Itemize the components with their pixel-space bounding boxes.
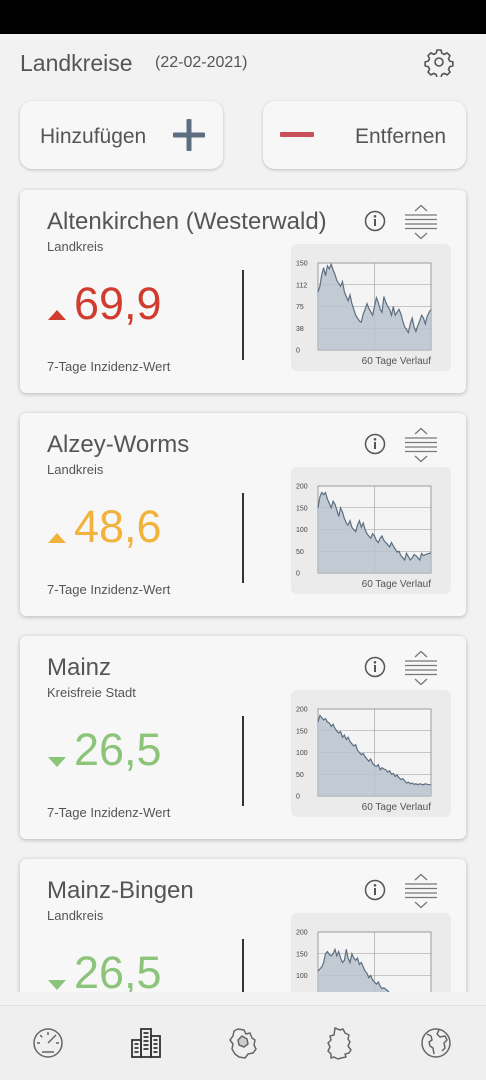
divider bbox=[242, 716, 244, 806]
trend-chart-svg: 150 112 75 38 0 60 Tage Verlauf bbox=[291, 244, 451, 371]
chart-y-tick: 200 bbox=[296, 707, 308, 714]
district-name: Mainz-Bingen bbox=[47, 877, 194, 904]
page-title: Landkreise bbox=[20, 50, 133, 76]
speedometer-icon[interactable] bbox=[31, 1026, 65, 1060]
minus-icon bbox=[280, 132, 314, 137]
state-map-icon[interactable] bbox=[226, 1026, 260, 1060]
chart-series-line bbox=[317, 714, 431, 786]
chart-y-tick: 100 bbox=[296, 750, 308, 757]
chart-caption: 60 Tage Verlauf bbox=[362, 579, 432, 590]
globe-icon[interactable] bbox=[419, 1026, 453, 1060]
divider bbox=[242, 493, 244, 583]
chart-series-line bbox=[317, 262, 432, 335]
chart-y-tick: 100 bbox=[296, 973, 308, 980]
trend-chart[interactable]: 200 150 100 50 0 60 Tage Verlauf bbox=[291, 467, 451, 594]
remove-button[interactable]: Entfernen bbox=[263, 101, 466, 169]
district-name: Altenkirchen (Westerwald) bbox=[47, 208, 327, 235]
add-button-label: Hinzufügen bbox=[40, 125, 147, 148]
trend-chart[interactable]: 150 112 75 38 0 60 Tage Verlauf bbox=[291, 244, 451, 371]
info-icon[interactable] bbox=[364, 879, 386, 901]
district-card[interactable]: Mainz-Bingen Landkreis 26,5 7-Tage Inzid… bbox=[20, 859, 466, 992]
district-card[interactable]: Alzey-Worms Landkreis 48,6 7-Tage Inzide… bbox=[20, 413, 466, 616]
incidence-label: 7-Tage Inzidenz-Wert bbox=[47, 805, 171, 820]
incidence-value: 48,6 bbox=[74, 501, 162, 552]
district-name: Mainz bbox=[47, 654, 112, 681]
chart-series-line bbox=[317, 491, 432, 562]
incidence-value: 26,5 bbox=[74, 724, 162, 775]
chart-y-tick: 50 bbox=[296, 549, 304, 556]
chart-y-tick: 200 bbox=[296, 484, 308, 491]
district-type: Landkreis bbox=[47, 462, 104, 477]
trend-up-icon bbox=[48, 310, 66, 320]
chart-series-line bbox=[317, 947, 390, 992]
trend-chart-svg: 200 150 100 50 0 60 Tage Verlauf bbox=[291, 690, 451, 817]
district-name: Alzey-Worms bbox=[47, 431, 190, 458]
info-icon[interactable] bbox=[364, 433, 386, 455]
district-card[interactable]: Mainz Kreisfreie Stadt 26,5 7-Tage Inzid… bbox=[20, 636, 466, 839]
district-type: Kreisfreie Stadt bbox=[47, 685, 136, 700]
gear-icon[interactable] bbox=[424, 47, 454, 77]
add-button[interactable]: Hinzufügen bbox=[20, 101, 223, 169]
plus-icon bbox=[173, 119, 205, 151]
incidence-value: 26,5 bbox=[74, 947, 162, 992]
reorder-icon[interactable] bbox=[404, 427, 438, 463]
chart-y-tick: 50 bbox=[296, 772, 304, 779]
chart-area bbox=[318, 715, 431, 796]
status-bar bbox=[0, 0, 486, 34]
district-list[interactable]: Altenkirchen (Westerwald) Landkreis 69,9… bbox=[0, 180, 486, 992]
divider bbox=[242, 939, 244, 992]
district-card[interactable]: Altenkirchen (Westerwald) Landkreis 69,9… bbox=[20, 190, 466, 393]
trend-chart-svg: 200 150 100 50 0 60 Tage Verlauf bbox=[291, 467, 451, 594]
reorder-icon[interactable] bbox=[404, 650, 438, 686]
trend-chart[interactable]: 200 150 100 50 0 60 Tage Verlauf bbox=[291, 690, 451, 817]
chart-y-tick: 0 bbox=[296, 794, 300, 801]
reorder-icon[interactable] bbox=[404, 873, 438, 909]
divider bbox=[242, 270, 244, 360]
chart-y-tick: 150 bbox=[296, 951, 308, 958]
chart-y-tick: 200 bbox=[296, 930, 308, 937]
incidence-value: 69,9 bbox=[74, 278, 162, 329]
app-bar: Landkreise (22-02-2021) bbox=[0, 34, 486, 90]
chart-y-tick: 150 bbox=[296, 261, 308, 268]
info-icon[interactable] bbox=[364, 656, 386, 678]
chart-caption: 60 Tage Verlauf bbox=[362, 802, 432, 813]
trend-down-icon bbox=[48, 757, 66, 767]
chart-y-tick: 0 bbox=[296, 571, 300, 578]
district-type: Landkreis bbox=[47, 239, 104, 254]
reorder-icon[interactable] bbox=[404, 204, 438, 240]
chart-y-tick: 75 bbox=[296, 304, 304, 311]
chart-area bbox=[318, 949, 389, 992]
trend-down-icon bbox=[48, 980, 66, 990]
chart-y-tick: 150 bbox=[296, 728, 308, 735]
info-icon[interactable] bbox=[364, 210, 386, 232]
chart-y-tick: 0 bbox=[296, 348, 300, 355]
chart-y-tick: 112 bbox=[296, 282, 307, 289]
germany-map-icon[interactable] bbox=[322, 1026, 356, 1060]
chart-y-tick: 38 bbox=[296, 326, 304, 333]
trend-up-icon bbox=[48, 533, 66, 543]
incidence-label: 7-Tage Inzidenz-Wert bbox=[47, 359, 171, 374]
incidence-label: 7-Tage Inzidenz-Wert bbox=[47, 582, 171, 597]
bottom-navigation bbox=[0, 1005, 486, 1080]
page-date: (22-02-2021) bbox=[155, 54, 248, 71]
chart-caption: 60 Tage Verlauf bbox=[362, 356, 432, 367]
chart-area bbox=[318, 492, 431, 573]
remove-button-label: Entfernen bbox=[355, 125, 447, 148]
city-icon[interactable] bbox=[129, 1026, 163, 1060]
district-type: Landkreis bbox=[47, 908, 104, 923]
chart-y-tick: 150 bbox=[296, 505, 308, 512]
chart-y-tick: 100 bbox=[296, 527, 308, 534]
